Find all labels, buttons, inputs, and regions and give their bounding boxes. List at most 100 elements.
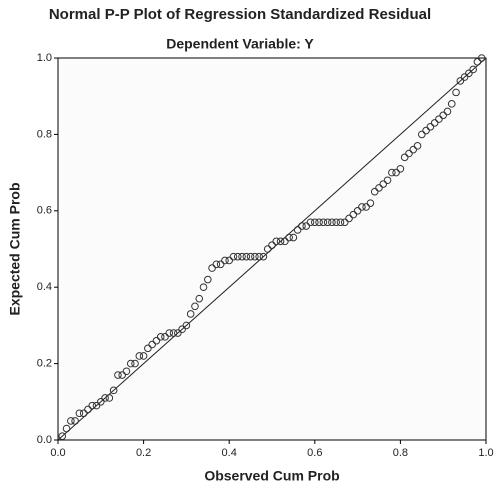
y-axis-label: Expected Cum Prob: [7, 182, 23, 315]
point: [362, 203, 370, 211]
point: [238, 252, 246, 261]
point: [306, 218, 315, 227]
point: [169, 329, 178, 337]
point: [204, 275, 212, 284]
x-tick-label: 1.0: [478, 447, 493, 459]
point: [152, 336, 161, 345]
point: [293, 226, 302, 234]
point: [182, 321, 191, 330]
point: [388, 168, 396, 177]
point: [400, 153, 409, 162]
point: [452, 88, 460, 97]
point: [353, 207, 362, 215]
x-tick-label: 0.4: [222, 447, 237, 459]
point: [144, 344, 152, 353]
point: [349, 210, 358, 219]
point: [422, 126, 430, 135]
point: [259, 252, 268, 261]
point: [92, 401, 101, 410]
point: [465, 69, 473, 78]
point: [186, 310, 195, 318]
point: [251, 252, 259, 261]
point: [418, 130, 426, 139]
point: [430, 119, 439, 127]
point: [332, 218, 341, 227]
point: [323, 218, 332, 227]
point: [242, 252, 251, 261]
point: [75, 409, 84, 418]
reference-line: [57, 57, 487, 441]
point: [71, 417, 79, 425]
point: [473, 58, 482, 66]
point: [131, 359, 139, 368]
x-tick-label: 0.8: [393, 447, 408, 459]
point: [122, 367, 131, 376]
point: [272, 237, 281, 246]
y-tick-label: 1.0: [37, 52, 52, 64]
point: [58, 432, 67, 440]
point: [212, 260, 221, 269]
point: [101, 394, 109, 402]
point: [328, 218, 336, 227]
point: [208, 264, 216, 272]
point: [285, 233, 293, 242]
point: [79, 409, 88, 418]
point: [139, 352, 148, 360]
point: [319, 218, 328, 227]
point: [366, 199, 375, 207]
point: [135, 352, 144, 360]
point: [109, 386, 118, 395]
point: [229, 252, 238, 261]
point: [302, 222, 311, 230]
point: [221, 256, 229, 265]
point: [396, 164, 405, 173]
point: [298, 222, 306, 230]
y-tick-label: 0.6: [37, 205, 52, 217]
point: [409, 145, 418, 154]
y-tick-label: 0.8: [37, 128, 52, 140]
point: [340, 218, 349, 227]
point: [477, 54, 486, 62]
y-tick-label: 0.4: [37, 281, 52, 293]
x-axis-label: Observed Cum Prob: [204, 468, 339, 484]
point: [375, 184, 383, 192]
point: [281, 237, 289, 246]
point: [443, 107, 452, 116]
chart-subtitle: Dependent Variable: Y: [166, 36, 314, 52]
point: [191, 302, 199, 311]
point: [405, 149, 413, 158]
point: [263, 245, 272, 253]
point: [88, 401, 97, 410]
point: [379, 180, 388, 188]
point: [255, 252, 263, 261]
x-tick-label: 0.2: [136, 447, 151, 459]
point: [156, 333, 165, 341]
point: [469, 65, 477, 74]
point: [289, 233, 298, 242]
point: [336, 218, 345, 227]
point: [225, 256, 233, 265]
point: [165, 329, 174, 337]
point: [413, 142, 422, 150]
point: [148, 340, 156, 349]
chart-title: Normal P-P Plot of Regression Standardiz…: [49, 6, 431, 23]
point: [358, 203, 366, 211]
point: [178, 325, 186, 334]
point: [126, 359, 135, 368]
y-tick-label: 0.0: [37, 434, 52, 446]
point: [84, 405, 92, 414]
point: [105, 394, 114, 402]
point: [456, 77, 465, 85]
point: [268, 241, 276, 249]
point: [246, 252, 255, 261]
point: [195, 294, 204, 303]
point: [276, 237, 285, 246]
point: [447, 100, 456, 108]
point: [426, 122, 435, 131]
point: [97, 398, 105, 406]
point: [311, 218, 319, 227]
point: [370, 187, 379, 196]
point: [383, 176, 392, 185]
point: [67, 417, 75, 425]
point: [435, 115, 443, 123]
